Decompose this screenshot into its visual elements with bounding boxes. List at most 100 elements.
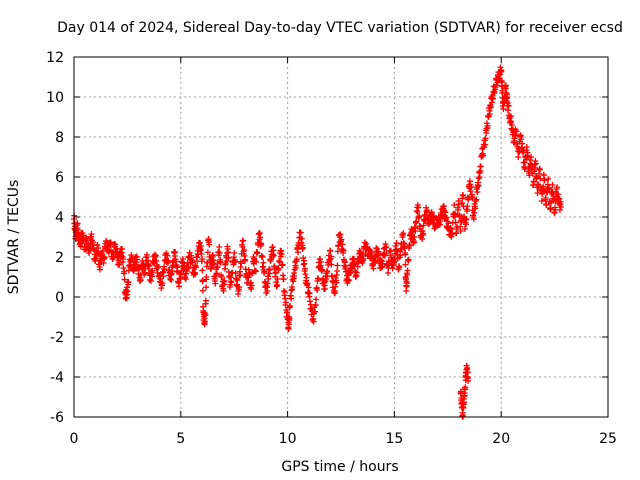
y-tick-label: 12 <box>46 50 64 66</box>
data-point <box>457 223 464 230</box>
data-point <box>556 195 563 202</box>
data-point <box>349 255 356 262</box>
data-point <box>189 259 196 266</box>
data-point <box>321 285 328 292</box>
data-point <box>303 274 310 281</box>
data-point <box>199 267 206 274</box>
data-point <box>328 261 335 268</box>
data-point <box>464 203 471 210</box>
data-point <box>258 241 265 248</box>
data-point <box>315 275 322 282</box>
data-point <box>451 202 458 208</box>
data-point <box>332 283 339 290</box>
data-point <box>532 164 539 171</box>
data-point <box>95 245 102 252</box>
data-point <box>464 369 471 376</box>
data-point <box>354 263 361 270</box>
data-point <box>413 218 420 225</box>
data-point <box>217 259 224 266</box>
data-point <box>402 251 409 258</box>
data-point <box>312 302 319 309</box>
data-point <box>199 287 206 294</box>
data-point <box>544 181 551 188</box>
data-point <box>334 248 341 255</box>
data-point <box>257 234 264 241</box>
data-point <box>245 266 252 273</box>
data-point <box>526 172 533 179</box>
data-point <box>469 194 476 201</box>
data-point <box>531 168 538 175</box>
data-point <box>292 264 299 271</box>
data-point <box>306 290 313 297</box>
data-point <box>556 201 563 208</box>
data-point <box>396 264 403 271</box>
data-point <box>304 280 311 287</box>
data-point <box>391 258 398 265</box>
data-point <box>461 392 468 399</box>
data-point <box>480 152 487 159</box>
data-point <box>499 87 506 94</box>
data-point <box>345 276 352 283</box>
data-point <box>142 269 149 276</box>
y-tick-label: -4 <box>50 370 64 386</box>
data-point <box>299 244 306 251</box>
x-axis-title: GPS time / hours <box>281 459 398 475</box>
data-point <box>155 264 162 271</box>
data-point <box>391 259 398 266</box>
data-point <box>420 231 427 238</box>
data-point <box>270 247 277 254</box>
data-point <box>339 246 346 253</box>
data-point <box>393 240 400 246</box>
data-point <box>149 267 156 274</box>
data-point <box>252 268 259 275</box>
data-point <box>236 284 243 291</box>
x-tick-label: 0 <box>70 431 79 447</box>
data-point <box>103 238 110 245</box>
data-point <box>541 177 548 184</box>
data-point <box>302 265 309 272</box>
data-point <box>211 275 218 282</box>
data-point <box>125 279 132 286</box>
data-point <box>280 276 287 283</box>
data-point <box>186 249 193 256</box>
data-point <box>228 279 235 286</box>
data-point <box>463 216 470 223</box>
data-point <box>92 255 99 262</box>
data-point <box>389 265 396 272</box>
data-point <box>115 257 122 264</box>
data-point <box>145 261 152 268</box>
data-point <box>258 252 265 259</box>
y-tick-label: 6 <box>55 170 64 186</box>
data-point <box>222 261 229 268</box>
data-point <box>382 241 389 248</box>
data-point <box>401 243 408 250</box>
data-point <box>279 261 286 268</box>
data-point <box>378 258 385 265</box>
data-point <box>331 290 338 297</box>
y-tick-label: 2 <box>55 250 64 266</box>
data-point <box>203 276 210 283</box>
data-point <box>121 276 128 283</box>
data-point <box>277 247 284 254</box>
data-point <box>232 270 239 277</box>
data-point <box>182 276 189 283</box>
data-point <box>538 198 545 204</box>
data-point <box>183 267 190 274</box>
data-point <box>459 195 466 202</box>
data-point <box>318 259 325 265</box>
data-point <box>116 262 123 269</box>
data-point <box>342 268 349 275</box>
data-point <box>89 239 96 246</box>
data-point <box>410 239 417 246</box>
data-point <box>410 239 417 246</box>
data-point <box>490 95 497 102</box>
data-point <box>293 256 300 263</box>
data-point <box>112 241 119 248</box>
data-point <box>319 266 326 273</box>
data-point <box>477 163 484 170</box>
data-point <box>412 227 419 234</box>
data-point <box>375 250 382 257</box>
plot-frame <box>73 56 609 418</box>
data-point <box>537 166 544 173</box>
data-point <box>177 275 184 282</box>
